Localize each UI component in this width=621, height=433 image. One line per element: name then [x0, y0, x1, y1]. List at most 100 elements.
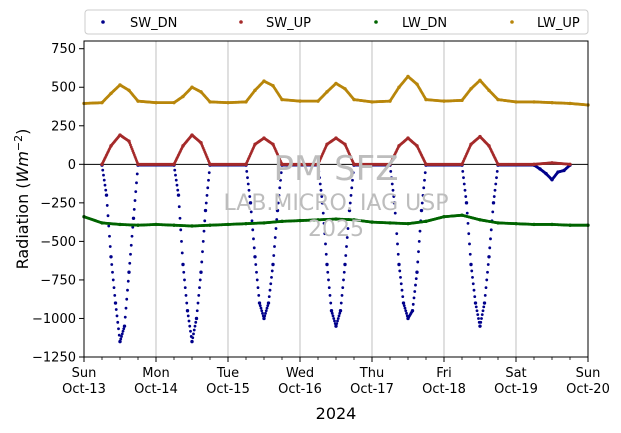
data-point	[180, 251, 184, 255]
data-point	[411, 302, 415, 306]
data-point	[124, 306, 128, 310]
data-point	[254, 263, 258, 266]
data-point	[273, 245, 276, 248]
y-tick-label: −250	[40, 196, 76, 211]
data-point	[405, 311, 408, 315]
data-point	[203, 208, 208, 213]
data-point	[184, 293, 188, 297]
data-point	[329, 309, 334, 313]
data-point	[471, 275, 474, 279]
data-point	[414, 277, 418, 281]
series-sw-up	[100, 133, 572, 167]
data-point	[111, 278, 115, 282]
data-point	[277, 194, 281, 197]
legend-marker-sw-dn	[101, 20, 105, 24]
data-point	[128, 261, 132, 265]
data-point	[183, 286, 187, 290]
data-point	[176, 193, 181, 197]
data-point	[261, 311, 264, 315]
data-point	[123, 315, 127, 319]
data-point	[190, 339, 194, 344]
data-point	[462, 176, 465, 180]
data-point	[493, 188, 497, 192]
data-point	[185, 309, 190, 313]
data-point	[206, 186, 210, 190]
legend-box	[84, 9, 589, 35]
data-point	[173, 168, 177, 172]
data-point	[319, 188, 323, 192]
data-point	[263, 314, 267, 318]
data-point	[187, 319, 191, 323]
data-point	[117, 333, 121, 337]
data-point	[265, 306, 269, 310]
data-point	[118, 339, 122, 344]
data-point	[179, 228, 183, 232]
data-point	[317, 169, 321, 173]
x-tick-day: Sat	[505, 366, 526, 381]
data-point	[480, 313, 484, 317]
data-point	[473, 301, 478, 305]
data-point	[392, 201, 397, 205]
data-point	[178, 216, 182, 220]
data-point	[318, 182, 322, 186]
data-point	[480, 317, 483, 320]
data-point	[400, 288, 404, 292]
data-point	[324, 252, 328, 256]
data-point	[338, 309, 343, 313]
series-lw-dn	[82, 213, 590, 228]
data-point	[204, 201, 208, 205]
legend-label-sw-up: SW_UP	[266, 16, 311, 31]
y-tick-label: −1000	[32, 312, 76, 327]
data-point	[122, 327, 126, 331]
y-tick-label: 750	[51, 42, 76, 57]
x-tick-date: Oct-17	[350, 382, 394, 397]
data-point	[486, 270, 489, 274]
data-point	[334, 324, 338, 328]
data-point	[418, 229, 422, 233]
data-point	[467, 232, 471, 236]
watermark-line2: LAB.MICRO. IAG USP	[224, 191, 449, 216]
data-point	[105, 204, 109, 207]
data-point	[392, 195, 396, 198]
data-point	[103, 183, 107, 187]
data-point	[258, 304, 262, 308]
data-point	[192, 332, 195, 336]
data-point	[113, 293, 117, 297]
data-point	[262, 316, 266, 321]
data-point	[337, 314, 341, 318]
data-point	[416, 260, 420, 264]
data-point	[256, 286, 260, 290]
y-axis: −1250 −1000 −750 −500 −250 0 250 500 750	[32, 42, 84, 366]
data-point	[419, 208, 424, 213]
y-tick-label: 0	[68, 158, 76, 173]
data-point	[423, 171, 427, 175]
x-tick-date: Oct-19	[494, 382, 538, 397]
data-point	[269, 282, 273, 286]
data-point	[346, 227, 350, 230]
data-point	[477, 317, 480, 320]
data-point	[350, 186, 354, 190]
data-point	[266, 304, 270, 308]
data-point	[117, 327, 120, 331]
data-point	[177, 205, 181, 209]
data-point	[278, 186, 282, 190]
series-layer	[82, 74, 590, 344]
data-point	[491, 210, 495, 214]
data-point	[175, 183, 179, 187]
data-point	[399, 275, 402, 279]
x-tick-day: Sun	[72, 366, 97, 381]
data-point	[196, 301, 200, 305]
data-point	[318, 176, 321, 180]
data-point	[321, 211, 325, 215]
data-point	[345, 245, 348, 248]
data-point	[253, 255, 257, 259]
x-tick-day: Thu	[359, 366, 384, 381]
data-point	[119, 337, 123, 341]
data-point	[180, 239, 183, 243]
data-point	[473, 295, 477, 299]
data-point	[489, 228, 493, 232]
data-point	[275, 208, 280, 213]
plot-area	[84, 41, 588, 357]
data-point	[207, 171, 211, 175]
data-point	[106, 214, 110, 218]
